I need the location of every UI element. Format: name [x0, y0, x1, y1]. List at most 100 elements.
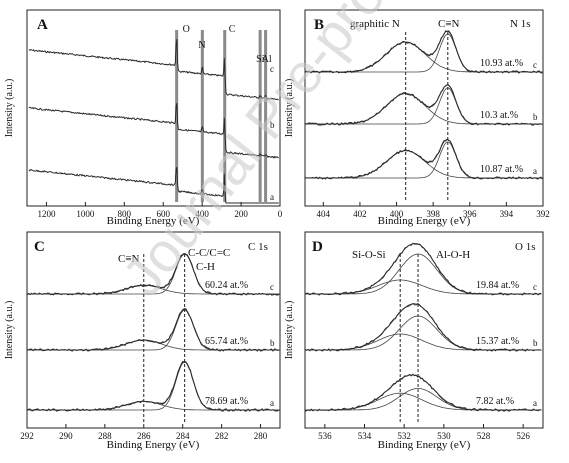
peak-label: Al: [262, 54, 272, 65]
c1s-xtick-label: 288: [98, 431, 112, 441]
panel-a-xtick-label: 1000: [76, 209, 95, 219]
panel-a-xtick-label: 800: [118, 209, 132, 219]
o1s-at-percent: 7.82 at.%: [476, 396, 514, 407]
panel-c: C C 1s 60.24 at.% c 65.74 at.% b 78.69 at.% a…: [4, 231, 281, 451]
panel-d: D O 1s 19.84 at.% c 15.37 at.% b 7.82 at.% a 5…: [284, 231, 544, 451]
panel-c-xlabel: Binding Energy (eV): [107, 439, 200, 451]
peak-marker-bar: [175, 30, 179, 202]
panel-c-frame: [26, 231, 281, 429]
o1s-at-percent: 19.84 at.%: [476, 280, 519, 291]
panel-b-label: B: [314, 17, 324, 33]
survey-trace: [28, 39, 279, 101]
c1s-spectrum: [26, 360, 280, 412]
panel-a-frame: [26, 9, 281, 207]
survey-trace: [28, 102, 279, 159]
c1s-spectrum: [26, 308, 280, 352]
component-label-al-o-h: Al-O-H: [436, 249, 470, 261]
o1s-xtick-label: 528: [477, 431, 491, 441]
n1s-xtick-label: 404: [317, 209, 331, 219]
n1s-xtick-label: 396: [463, 209, 477, 219]
o1s-spectrum: [304, 242, 542, 296]
component-label-cn: C≡N: [438, 18, 460, 30]
o1s-series-label: c: [533, 282, 537, 292]
panel-a-xtick-label: 600: [156, 209, 170, 219]
n1s-xtick-label: 400: [390, 209, 404, 219]
peak-label: Si: [256, 54, 265, 65]
o1s-series-label: b: [533, 338, 538, 348]
component-label-ch: C-H: [196, 261, 215, 273]
o1s-series-label: a: [533, 398, 537, 408]
panel-c-region: C 1s: [248, 241, 268, 253]
o1s-xtick-label: 536: [318, 431, 332, 441]
n1s-xtick-label: 402: [353, 209, 367, 219]
n1s-at-percent: 10.3 at.%: [480, 110, 518, 121]
n1s-at-percent: 10.87 at.%: [480, 164, 523, 175]
c1s-xtick-label: 284: [176, 431, 190, 441]
panel-c-ylabel: Intensity (a.u.): [4, 301, 15, 360]
o1s-xtick-label: 532: [397, 431, 411, 441]
component-label-graphitic-n: graphitic N: [350, 18, 400, 30]
panel-d-ylabel: Intensity (a.u.): [284, 301, 295, 360]
o1s-xtick-label: 534: [358, 431, 372, 441]
peak-marker-bar: [258, 30, 262, 202]
c1s-xtick-label: 280: [254, 431, 268, 441]
c1s-at-percent: 78.69 at.%: [205, 396, 248, 407]
c1s-xtick-label: 282: [215, 431, 229, 441]
o1s-spectrum: [304, 373, 542, 412]
series-label: a: [270, 192, 274, 202]
c1s-at-percent: 60.24 at.%: [205, 280, 248, 291]
peak-label: C: [229, 24, 236, 35]
panel-a-xtick-label: 0: [278, 209, 283, 219]
survey-trace: [28, 166, 279, 204]
peak-label: O: [183, 24, 190, 35]
n1s-xtick-label: 398: [426, 209, 440, 219]
c1s-series-label: b: [270, 338, 275, 348]
c1s-series-label: a: [270, 398, 274, 408]
panel-a-label: A: [37, 17, 48, 33]
panel-d-frame: [304, 231, 544, 429]
n1s-xtick-label: 392: [536, 209, 550, 219]
panel-d-label: D: [312, 239, 323, 255]
panel-c-label: C: [34, 239, 45, 255]
component-label-si-o-si: Si-O-Si: [352, 249, 386, 261]
o1s-xtick-label: 530: [437, 431, 451, 441]
o1s-xtick-label: 526: [516, 431, 530, 441]
peak-marker-bar: [264, 30, 268, 202]
panel-a-xtick-label: 400: [195, 209, 209, 219]
panel-a-xtick-label: 200: [234, 209, 248, 219]
n1s-xtick-label: 394: [500, 209, 514, 219]
component-label-cc: C-C/C=C: [188, 247, 230, 259]
c1s-xtick-label: 286: [137, 431, 151, 441]
component-label-cn: C≡N: [118, 253, 140, 265]
n1s-spectrum: [304, 30, 543, 74]
panel-b: B N 1s 10.93 at.% c 10.3 at.% b 10.87 at.% a 4…: [284, 9, 550, 227]
n1s-at-percent: 10.93 at.%: [480, 58, 523, 69]
c1s-xtick-label: 292: [20, 431, 34, 441]
panel-b-xlabel: Binding Energy (eV): [378, 215, 471, 227]
peak-label: N: [198, 40, 205, 51]
c1s-spectrum: [26, 252, 280, 296]
series-label: c: [270, 64, 274, 74]
c1s-series-label: c: [270, 282, 274, 292]
panel-a-xlabel: Binding Energy (eV): [107, 215, 200, 227]
panel-b-region: N 1s: [510, 18, 530, 30]
o1s-spectrum: [304, 303, 542, 352]
panel-d-region: O 1s: [515, 241, 535, 253]
watermark-text: Journal Pre-proof: [110, 0, 426, 307]
series-label: b: [270, 120, 275, 130]
n1s-series-label: b: [533, 112, 538, 122]
c1s-at-percent: 65.74 at.%: [205, 336, 248, 347]
panel-a-xtick-label: 1200: [37, 209, 56, 219]
panel-b-frame: [304, 9, 544, 207]
n1s-series-label: c: [533, 60, 537, 70]
panel-a-ylabel: Intensity (a.u.): [4, 79, 15, 138]
n1s-spectrum: [304, 84, 543, 126]
c1s-xtick-label: 290: [59, 431, 73, 441]
n1s-series-label: a: [533, 166, 537, 176]
panel-d-xlabel: Binding Energy (eV): [378, 439, 471, 451]
panel-b-ylabel: Intensity (a.u.): [284, 79, 295, 138]
n1s-spectrum: [304, 138, 543, 180]
o1s-at-percent: 15.37 at.%: [476, 336, 519, 347]
